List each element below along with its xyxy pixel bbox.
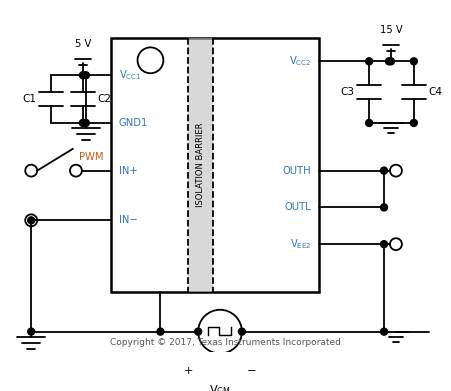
Circle shape — [387, 58, 395, 65]
Text: ISOLATION BARRIER: ISOLATION BARRIER — [196, 123, 205, 207]
Circle shape — [366, 58, 373, 65]
Circle shape — [28, 217, 35, 224]
Text: IN−: IN− — [119, 215, 138, 225]
Text: IN+: IN+ — [119, 166, 138, 176]
Text: C1: C1 — [22, 94, 36, 104]
Text: Copyright © 2017, Texas Instruments Incorporated: Copyright © 2017, Texas Instruments Inco… — [110, 337, 341, 346]
Circle shape — [195, 328, 202, 335]
Circle shape — [239, 328, 245, 335]
Text: V$_{\rm CC2}$: V$_{\rm CC2}$ — [289, 54, 312, 68]
Text: C3: C3 — [340, 87, 354, 97]
Bar — [188, 38, 213, 292]
Text: V$_{\rm EE2}$: V$_{\rm EE2}$ — [290, 237, 312, 251]
Circle shape — [83, 72, 89, 79]
Circle shape — [157, 328, 164, 335]
Text: V$_{\rm CC1}$: V$_{\rm CC1}$ — [119, 68, 141, 82]
Circle shape — [410, 120, 417, 126]
Text: GND1: GND1 — [119, 118, 148, 128]
Circle shape — [28, 328, 35, 335]
Circle shape — [386, 58, 392, 65]
Circle shape — [79, 120, 86, 126]
Circle shape — [79, 72, 86, 79]
Text: C4: C4 — [429, 87, 443, 97]
Circle shape — [381, 241, 387, 248]
Text: +: + — [184, 366, 193, 377]
Text: C2: C2 — [98, 94, 112, 104]
Text: OUTH: OUTH — [283, 166, 312, 176]
Text: 15 V: 15 V — [380, 25, 402, 36]
Circle shape — [410, 58, 417, 65]
Circle shape — [381, 167, 387, 174]
Text: 5 V: 5 V — [75, 39, 91, 49]
Circle shape — [83, 120, 89, 126]
Text: OUTL: OUTL — [285, 203, 312, 212]
Text: V$_{\rm CM}$: V$_{\rm CM}$ — [209, 383, 231, 391]
Circle shape — [381, 328, 387, 335]
Circle shape — [381, 204, 387, 211]
Bar — [110, 38, 319, 292]
Text: PWM: PWM — [79, 152, 103, 162]
Circle shape — [366, 120, 373, 126]
Text: −: − — [247, 366, 256, 377]
